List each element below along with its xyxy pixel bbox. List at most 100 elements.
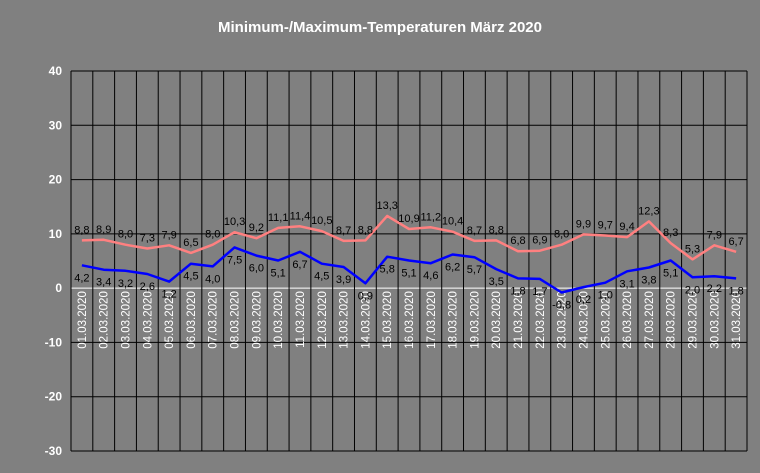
data-label-min: 5,7	[467, 264, 482, 276]
data-label-max: 6,5	[183, 237, 198, 249]
y-tick-label: 40	[49, 64, 63, 78]
data-label-max: 12,3	[638, 205, 659, 217]
data-label-max: 11,2	[421, 211, 442, 223]
x-tick-label: 12.03.2020	[317, 291, 329, 349]
data-label-max: 5,3	[685, 243, 700, 255]
y-tick-label: 0	[55, 281, 62, 295]
x-tick-label: 21.03.2020	[513, 291, 525, 349]
data-label-min: 4,6	[423, 270, 438, 282]
x-tick-label: 09.03.2020	[251, 291, 263, 349]
data-label-max: 8,0	[205, 229, 220, 241]
x-tick-label: 28.03.2020	[666, 291, 678, 349]
data-label-min: 7,5	[227, 254, 242, 266]
x-tick-label: 29.03.2020	[687, 291, 699, 349]
x-tick-label: 05.03.2020	[164, 291, 176, 349]
data-label-max: 8,9	[96, 224, 111, 236]
data-label-min: 3,1	[619, 278, 634, 290]
data-label-max: 8,8	[489, 224, 504, 236]
x-tick-label: 06.03.2020	[186, 291, 198, 349]
y-tick-label: -30	[45, 444, 63, 458]
data-label-min: 6,2	[445, 261, 460, 273]
data-label-min: 0,9	[358, 290, 373, 302]
data-label-max: 10,5	[311, 215, 332, 227]
data-label-max: 9,9	[576, 218, 591, 230]
x-tick-label: 15.03.2020	[382, 291, 394, 349]
y-tick-label: 20	[49, 173, 63, 187]
x-tick-label: 26.03.2020	[622, 291, 634, 349]
series-layer	[81, 214, 737, 294]
x-tick-label: 27.03.2020	[644, 291, 656, 349]
data-label-max: 7,9	[161, 229, 176, 241]
data-label-min: 1,8	[510, 285, 525, 297]
data-label-min: 3,4	[96, 277, 111, 289]
data-label-min: -0,8	[552, 299, 571, 311]
data-label-min: 3,2	[118, 278, 133, 290]
data-label-min: 1,0	[598, 290, 613, 302]
data-label-max: 7,9	[707, 229, 722, 241]
data-label-max: 8,7	[336, 225, 351, 237]
data-label-min: 1,8	[728, 285, 743, 297]
data-label-min: 4,5	[183, 271, 198, 283]
data-label-max: 10,9	[398, 213, 419, 225]
x-tick-label: 07.03.2020	[208, 291, 220, 349]
x-tick-label: 23.03.2020	[557, 291, 569, 349]
data-label-min: 5,1	[401, 267, 416, 279]
data-label-max: 8,3	[663, 227, 678, 239]
data-label-max: 8,7	[467, 225, 482, 237]
data-label-min: 1,2	[161, 289, 176, 301]
y-tick-label: -10	[45, 335, 63, 349]
data-label-max: 10,3	[224, 216, 245, 228]
data-label-min: 5,1	[663, 267, 678, 279]
x-axis-ticks: 01.03.2020 02.03.2020 03.03.2020 04.03.2020…	[77, 291, 743, 349]
data-label-max: 6,7	[728, 236, 743, 248]
data-label-max: 11,4	[290, 210, 311, 222]
x-tick-label: 01.03.2020	[77, 291, 89, 349]
y-tick-label: 30	[49, 118, 63, 132]
x-tick-label: 17.03.2020	[426, 291, 438, 349]
data-label-min: 0,2	[576, 294, 591, 306]
data-label-max: 6,9	[532, 235, 547, 247]
data-label-max: 8,8	[74, 224, 89, 236]
x-tick-label: 25.03.2020	[600, 291, 612, 349]
data-label-max: 6,8	[510, 235, 525, 247]
data-labels: 8,8 8,9 8,0 7,3 7,9 6,5 8,0 10,3 9,2 11,1 11,4 10,5…	[74, 200, 743, 312]
y-axis-ticks: 40 30 20 10 0 -10 -20 -30	[45, 64, 63, 458]
x-tick-label: 16.03.2020	[404, 291, 416, 349]
x-tick-label: 22.03.2020	[535, 291, 547, 349]
data-label-min: 5,8	[380, 264, 395, 276]
data-label-min: 2,6	[140, 281, 155, 293]
x-tick-label: 20.03.2020	[491, 291, 503, 349]
data-label-max: 11,1	[268, 212, 289, 224]
data-label-max: 10,4	[442, 216, 463, 228]
x-tick-label: 30.03.2020	[709, 291, 721, 349]
data-label-min: 4,0	[205, 273, 220, 285]
data-label-min: 4,2	[74, 272, 89, 284]
data-label-min: 6,0	[249, 263, 264, 275]
data-label-min: 2,0	[685, 284, 700, 296]
data-label-min: 3,8	[641, 275, 656, 287]
y-tick-label: -20	[45, 390, 63, 404]
data-label-max: 9,7	[598, 219, 613, 231]
x-tick-label: 13.03.2020	[339, 291, 351, 349]
series-line-min	[81, 246, 737, 294]
x-tick-label: 08.03.2020	[230, 291, 242, 349]
data-label-max: 9,4	[619, 221, 634, 233]
x-tick-label: 24.03.2020	[578, 291, 590, 349]
data-label-max: 9,2	[249, 222, 264, 234]
data-label-min: 6,7	[292, 259, 307, 271]
data-label-min: 5,1	[271, 267, 286, 279]
x-tick-label: 18.03.2020	[448, 291, 460, 349]
x-tick-label: 31.03.2020	[731, 291, 743, 349]
data-label-min: 4,5	[314, 271, 329, 283]
x-tick-label: 14.03.2020	[360, 291, 372, 349]
data-label-max: 8,0	[118, 229, 133, 241]
x-tick-label: 19.03.2020	[469, 291, 481, 349]
x-tick-label: 10.03.2020	[273, 291, 285, 349]
x-tick-label: 02.03.2020	[99, 291, 111, 349]
data-label-min: 3,9	[336, 274, 351, 286]
data-label-max: 13,3	[376, 200, 397, 212]
data-label-min: 3,5	[489, 276, 504, 288]
data-label-min: 1,7	[532, 286, 547, 298]
